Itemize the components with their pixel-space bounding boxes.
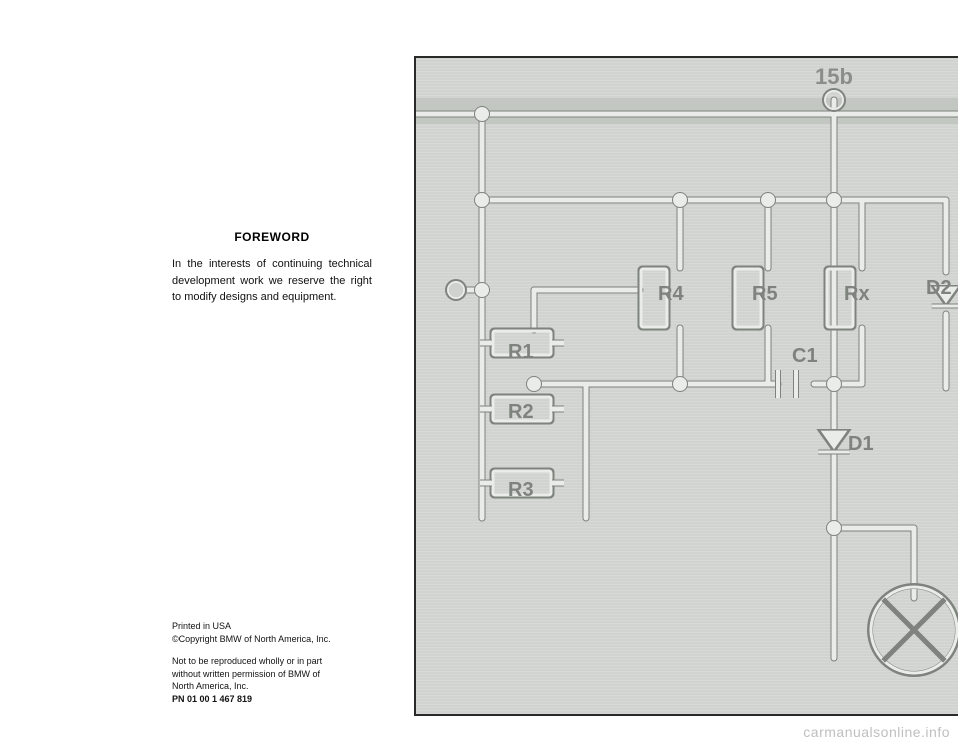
schematic-diagram: 15b R1 R2 R3 R4 R5 Rx C1 D1 D2 [414,56,958,716]
svg-text:R2: R2 [508,401,534,423]
svg-text:C1: C1 [792,345,818,367]
svg-text:R3: R3 [508,479,534,501]
foreword-heading: FOREWORD [202,230,342,244]
svg-text:D2: D2 [926,277,952,299]
schematic-svg: 15b R1 R2 R3 R4 R5 Rx C1 D1 D2 [416,58,958,716]
watermark-text: carmanualsonline.info [803,724,950,740]
svg-text:D1: D1 [848,433,874,455]
svg-text:Rx: Rx [844,283,870,305]
footer-part-number: PN 01 00 1 467 819 [172,693,392,706]
svg-text:R1: R1 [508,341,534,363]
foreword-body: In the interests of continuing technical… [172,256,372,306]
svg-text:R4: R4 [658,283,684,305]
footer-printed: Printed in USA [172,620,392,633]
footer-repro-line1: Not to be reproduced wholly or in part [172,655,392,668]
footer-repro-line2: without written permission of BMW of [172,668,392,681]
footer-block: Printed in USA ©Copyright BMW of North A… [172,620,392,706]
svg-text:15b: 15b [815,64,853,89]
footer-repro-line3: North America, Inc. [172,680,392,693]
footer-copyright: ©Copyright BMW of North America, Inc. [172,633,392,646]
svg-text:R5: R5 [752,283,778,305]
page: FOREWORD In the interests of continuing … [0,0,960,746]
foreword-block: FOREWORD In the interests of continuing … [172,230,372,306]
